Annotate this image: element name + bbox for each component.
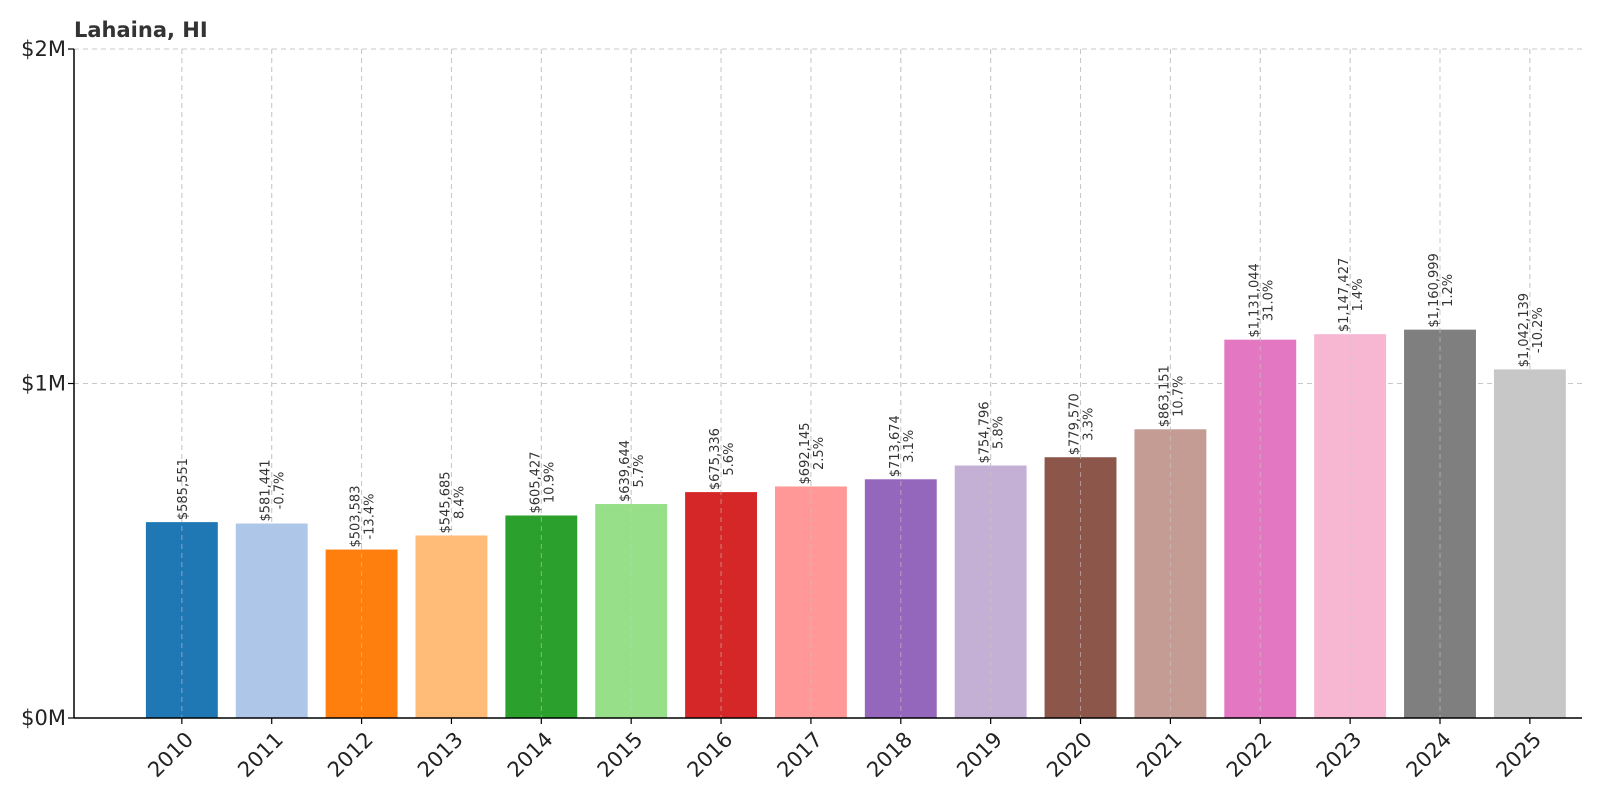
data-label-2013: $545,685 8.4%	[438, 471, 467, 533]
change-label-2015: 5.7%	[632, 455, 647, 488]
data-label-2015: $639,644 5.7%	[618, 440, 647, 502]
x-tick-label-2018: 2018	[862, 727, 917, 782]
x-tick-label-2012: 2012	[323, 727, 378, 782]
change-label-2021: 10.7%	[1171, 376, 1186, 417]
change-label-2016: 5.6%	[722, 443, 737, 476]
data-label-2019: $754,796 5.8%	[978, 401, 1007, 463]
x-tick-label-2020: 2020	[1042, 727, 1097, 782]
value-label-2018: $713,674	[888, 415, 903, 477]
value-label-2014: $605,427	[528, 451, 543, 513]
x-tick-label-2014: 2014	[503, 727, 558, 782]
value-label-2023: $1,147,427	[1337, 258, 1352, 332]
value-label-2015: $639,644	[618, 440, 633, 502]
change-label-2013: 8.4%	[452, 486, 467, 519]
value-label-2016: $675,336	[708, 428, 723, 490]
value-label-2020: $779,570	[1068, 393, 1083, 455]
data-label-2023: $1,147,427 1.4%	[1337, 258, 1366, 332]
change-label-2018: 3.1%	[902, 430, 917, 463]
x-tick-label-2025: 2025	[1491, 727, 1546, 782]
x-tick-label-2019: 2019	[952, 727, 1007, 782]
data-label-2024: $1,160,999 1.2%	[1427, 253, 1456, 327]
x-tick-label-2022: 2022	[1222, 727, 1277, 782]
data-label-2017: $692,145 2.5%	[798, 422, 827, 484]
value-label-2021: $863,151	[1157, 365, 1172, 427]
change-label-2012: -13.4%	[363, 494, 378, 540]
value-label-2022: $1,131,044	[1247, 263, 1262, 337]
change-label-2024: 1.2%	[1441, 274, 1456, 307]
data-label-2018: $713,674 3.1%	[888, 415, 917, 477]
data-label-2021: $863,151 10.7%	[1157, 365, 1186, 427]
data-label-2016: $675,336 5.6%	[708, 428, 737, 490]
bar-2016	[685, 492, 758, 718]
change-label-2014: 10.9%	[542, 462, 557, 503]
data-labels: $585,551 $581,441 -0.7% $503,583 -13.4% $545,…	[176, 253, 1546, 547]
data-label-2025: $1,042,139 -10.2%	[1517, 293, 1546, 367]
x-tick-label-2013: 2013	[413, 727, 468, 782]
value-label-2012: $503,583	[349, 486, 364, 548]
chart-title: Lahaina, HI	[74, 18, 208, 42]
bar-2024	[1404, 329, 1476, 718]
value-label-2013: $545,685	[438, 471, 453, 533]
change-label-2023: 1.4%	[1351, 278, 1366, 311]
x-tick-label-2021: 2021	[1132, 727, 1187, 782]
x-tick-label-2015: 2015	[593, 727, 648, 782]
data-label-2022: $1,131,044 31.0%	[1247, 263, 1276, 337]
value-label-2010: $585,551	[176, 458, 191, 520]
bars	[145, 329, 1566, 718]
data-label-2011: $581,441 -0.7%	[259, 459, 288, 521]
y-tick-label-2: $2M	[21, 37, 66, 61]
data-label-2020: $779,570 3.3%	[1068, 393, 1097, 455]
x-tick-label-2010: 2010	[143, 727, 198, 782]
value-label-2019: $754,796	[978, 401, 993, 463]
change-label-2022: 31.0%	[1261, 280, 1276, 321]
data-label-2010: $585,551	[176, 458, 191, 520]
x-tick-label-2017: 2017	[772, 727, 827, 782]
data-label-2012: $503,583 -13.4%	[349, 486, 378, 548]
x-tick-label-2016: 2016	[683, 727, 738, 782]
value-label-2024: $1,160,999	[1427, 253, 1442, 327]
data-label-2014: $605,427 10.9%	[528, 451, 557, 513]
value-label-2017: $692,145	[798, 422, 813, 484]
change-label-2017: 2.5%	[812, 437, 827, 470]
value-label-2011: $581,441	[259, 459, 274, 521]
x-tick-label-2024: 2024	[1402, 727, 1457, 782]
change-label-2011: -0.7%	[273, 472, 288, 510]
change-label-2025: -10.2%	[1531, 307, 1546, 353]
x-tick-label-2023: 2023	[1312, 727, 1367, 782]
y-tick-label-1: $1M	[21, 372, 66, 396]
change-label-2020: 3.3%	[1082, 408, 1097, 441]
x-tick-label-2011: 2011	[233, 727, 288, 782]
change-label-2019: 5.8%	[992, 416, 1007, 449]
bar-2020	[1044, 457, 1117, 718]
value-label-2025: $1,042,139	[1517, 293, 1532, 367]
y-tick-label-0: $0M	[21, 706, 66, 730]
